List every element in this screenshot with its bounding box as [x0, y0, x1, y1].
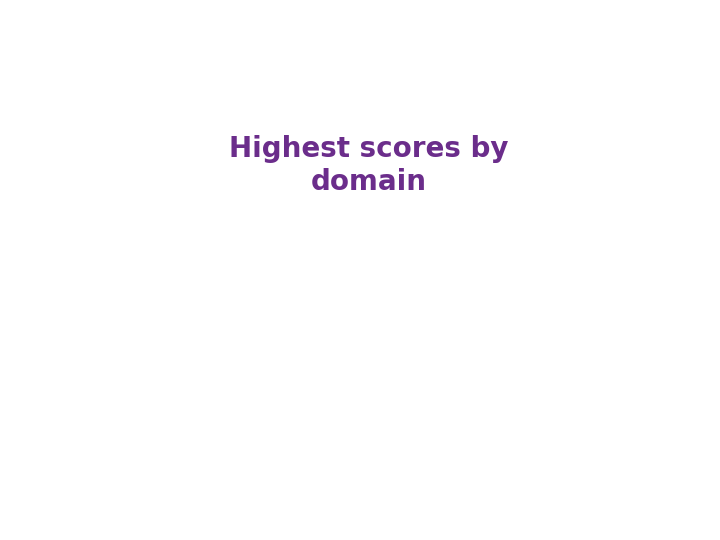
Text: Highest scores by
domain: Highest scores by domain [229, 135, 509, 195]
